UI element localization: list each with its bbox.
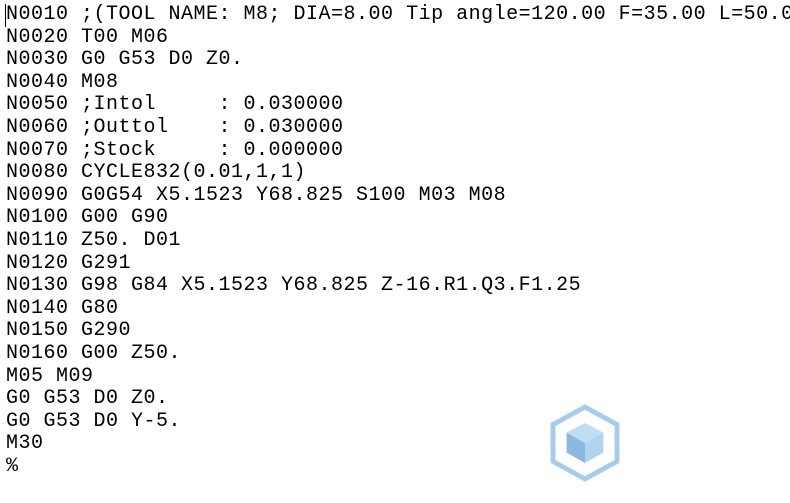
code-line: N0090 G0G54 X5.1523 Y68.825 S100 M03 M08 [6,185,784,208]
code-line: M05 M09 [6,366,784,389]
code-line: N0150 G290 [6,320,784,343]
code-line: N0110 Z50. D01 [6,230,784,253]
code-line: N0100 G00 G90 [6,207,784,230]
watermark-logo [545,403,625,483]
code-block: N0010 ;(TOOL NAME: M8; DIA=8.00 Tip angl… [6,4,784,478]
code-line: N0030 G0 G53 D0 Z0. [6,49,784,72]
code-line: N0120 G291 [6,253,784,276]
hexagon-cube-icon [545,403,625,483]
code-line: N0040 M08 [6,72,784,95]
code-line: N0160 G00 Z50. [6,343,784,366]
code-line: N0130 G98 G84 X5.1523 Y68.825 Z-16.R1.Q3… [6,275,784,298]
code-line: G0 G53 D0 Z0. [6,388,784,411]
code-line: N0050 ;Intol : 0.030000 [6,94,784,117]
code-line: N0060 ;Outtol : 0.030000 [6,117,784,140]
code-line: N0010 ;(TOOL NAME: M8; DIA=8.00 Tip angl… [5,4,784,27]
code-line: M30 [6,433,784,456]
code-line: N0080 CYCLE832(0.01,1,1) [6,162,784,185]
code-line: G0 G53 D0 Y-5. [6,411,784,434]
code-line: N0140 G80 [6,298,784,321]
code-line: N0070 ;Stock : 0.000000 [6,140,784,163]
code-line: N0020 T00 M06 [6,27,784,50]
code-line: % [6,456,784,479]
